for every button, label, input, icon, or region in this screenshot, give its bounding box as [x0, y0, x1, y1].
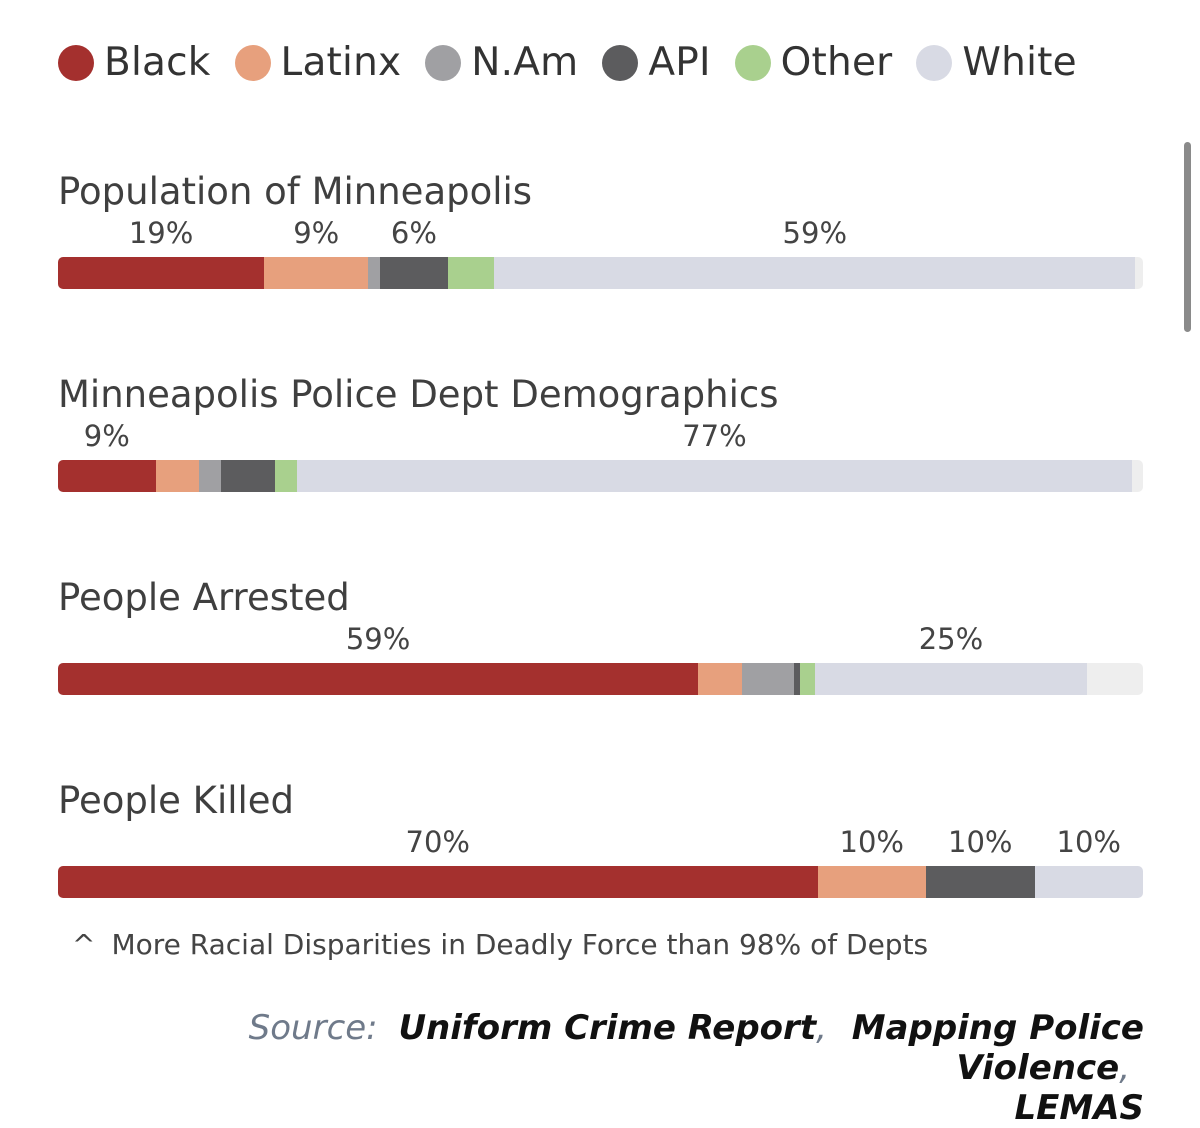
chart-panel: Minneapolis Police Dept Demographics 9% 77…: [58, 373, 1143, 503]
source-separator: ,: [1119, 1048, 1130, 1089]
bar-segment-other: [275, 460, 297, 492]
bar-segment-other: [447, 257, 495, 289]
source-name: Uniform Crime Report: [398, 1008, 817, 1048]
bar-segment-unreported: [1135, 257, 1143, 289]
chart-panel: People Killed 70% 10% 10% 10%: [58, 779, 1143, 909]
legend-swatch-icon: [602, 44, 639, 81]
data-label: 25%: [918, 622, 984, 656]
data-label: 77%: [682, 419, 747, 453]
data-label: 9%: [83, 419, 130, 453]
bar-segment-nam: [368, 257, 381, 289]
legend-swatch-icon: [58, 44, 94, 81]
bar-segment-latinx: [155, 460, 200, 492]
data-label: 19%: [128, 216, 194, 250]
chart-panel: Population of Minneapolis 19% 9% 6% 59%: [58, 170, 1143, 300]
legend-swatch-icon: [425, 44, 462, 81]
bar-segment-unreported: [1086, 663, 1143, 695]
chart-panel: People Arrested 59% 25%: [58, 576, 1143, 706]
bar-segment-black: [58, 663, 699, 695]
bar-segment-black: [58, 866, 818, 898]
bar-segment-black: [58, 460, 156, 492]
data-label: 10%: [1056, 825, 1121, 859]
data-label: 59%: [782, 216, 848, 250]
legend-label: Latinx: [280, 40, 402, 85]
bar-segment-nam: [741, 663, 794, 695]
data-label: 10%: [839, 825, 904, 859]
legend-item-nam: N.Am: [425, 40, 578, 85]
bar-segment-api: [793, 663, 801, 695]
source-lead: Source:: [248, 1008, 378, 1048]
panel-title: People Arrested: [58, 576, 350, 619]
legend-label: API: [648, 40, 711, 85]
stacked-bar: [58, 257, 1143, 289]
footnote-text: More Racial Disparities in Deadly Force …: [111, 928, 929, 961]
scrollbar[interactable]: [1184, 142, 1191, 332]
panel-title: Minneapolis Police Dept Demographics: [58, 373, 779, 416]
data-label: 9%: [293, 216, 340, 250]
legend-label: White: [962, 40, 1077, 85]
stacked-bar: [58, 866, 1143, 898]
legend-item-black: Black: [58, 40, 211, 85]
bar-segment-white: [296, 460, 1133, 492]
bar-segment-other: [800, 663, 816, 695]
bar-segment-white: [815, 663, 1087, 695]
source-credits: Source: Uniform Crime Report, Mapping Po…: [144, 1008, 1144, 1128]
legend-label: N.Am: [471, 40, 579, 85]
bar-segment-latinx: [264, 257, 369, 289]
data-label: 59%: [345, 622, 411, 656]
bar-segment-black: [58, 257, 265, 289]
bar-segment-white: [1034, 866, 1143, 898]
bar-segment-nam: [199, 460, 221, 492]
data-label: 6%: [390, 216, 437, 250]
source-name: Mapping Police Violence: [851, 1008, 1144, 1089]
stacked-bar: [58, 663, 1143, 695]
bar-segment-latinx: [698, 663, 742, 695]
legend-item-api: API: [602, 40, 710, 85]
legend-item-white: White: [916, 40, 1077, 85]
bar-segment-white: [494, 257, 1136, 289]
bar-segment-api: [220, 460, 275, 492]
bar-segment-api: [926, 866, 1035, 898]
caret-icon: ^: [72, 928, 96, 961]
bar-segment-latinx: [817, 866, 926, 898]
legend-item-other: Other: [734, 40, 893, 85]
panel-title: Population of Minneapolis: [58, 170, 533, 213]
data-label: 10%: [948, 825, 1013, 859]
source-name: LEMAS: [1014, 1088, 1144, 1128]
chart-legend: Black Latinx N.Am API Other White: [58, 40, 1101, 85]
legend-swatch-icon: [916, 44, 953, 81]
legend-swatch-icon: [734, 44, 771, 81]
legend-label: Other: [780, 40, 893, 85]
legend-swatch-icon: [234, 44, 271, 81]
panel-title: People Killed: [58, 779, 295, 822]
footnote: ^ More Racial Disparities in Deadly Force…: [72, 928, 928, 961]
stacked-bar: [58, 460, 1143, 492]
data-label: 70%: [405, 825, 470, 859]
bar-segment-api: [380, 257, 448, 289]
bar-segment-unreported: [1132, 460, 1143, 492]
legend-label: Black: [104, 40, 211, 85]
source-separator: ,: [816, 1008, 827, 1048]
legend-item-latinx: Latinx: [234, 40, 402, 85]
